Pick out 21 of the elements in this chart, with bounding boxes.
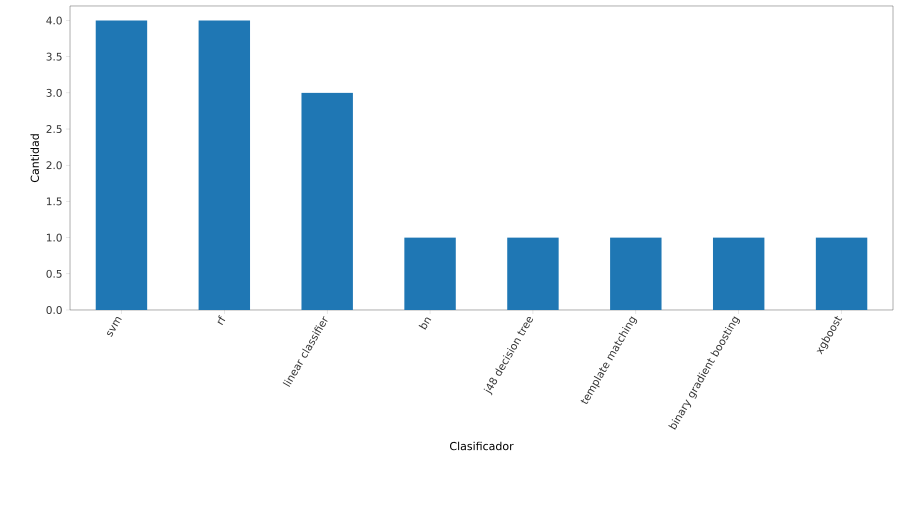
bar [96,20,148,310]
bar [301,92,353,310]
y-tick-label: 1.5 [46,198,62,206]
bar [610,238,662,310]
bar [198,20,250,310]
y-tick-label: 2.0 [46,161,62,170]
y-axis-title: Cantidad [30,134,39,182]
bar [712,238,764,310]
y-tick-label: 0.5 [46,270,62,278]
bar [404,238,456,310]
bar [816,238,868,310]
y-tick-label: 0.0 [46,306,62,314]
y-tick-label: 3.0 [46,88,62,97]
bar [507,238,559,310]
y-tick-label: 4.0 [46,16,62,24]
x-axis-title: Clasificador [450,442,514,450]
y-tick-label: 3.5 [46,52,62,61]
y-tick-label: 2.5 [46,125,62,134]
y-tick-label: 1.0 [46,234,62,242]
x-tick-label: bn [418,318,432,330]
x-tick-label: rf [217,314,226,326]
